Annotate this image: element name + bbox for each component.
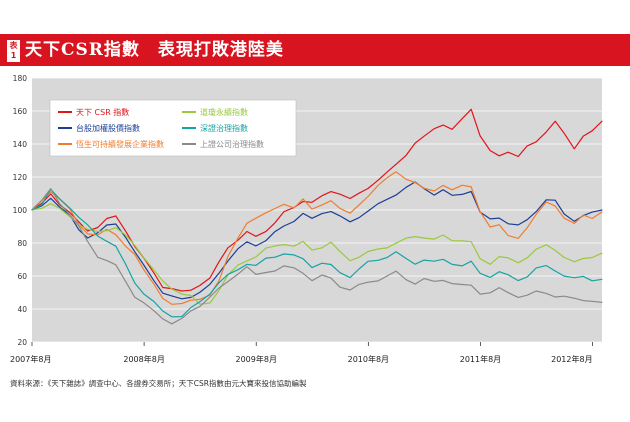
table-badge: 表 1 [7,40,20,62]
legend-label-4: 深證治理指數 [200,123,248,133]
y-tick-label: 80 [17,239,27,248]
y-tick-label: 60 [17,272,27,281]
x-axis-ticks: 2007年8月 2008年8月 2009年8月 2010年8月 2011年8月 2012年… [10,342,593,364]
series-line-1 [31,181,603,300]
page-title: 天下CSR指數 表現打敗港陸美 [25,40,284,60]
x-tick-label: 2012年8月 [551,354,592,364]
x-tick-label: 2008年8月 [123,354,164,364]
series-line-3 [31,203,603,305]
y-tick-label: 40 [17,305,27,314]
legend-label-5: 上證公司治理指數 [200,139,264,149]
series-line-5 [31,187,603,325]
y-tick-label: 20 [17,338,27,347]
badge-number: 1 [10,51,17,60]
legend-label-2: 恆生可持續發展企業指數 [76,139,164,149]
legend-box [49,99,297,157]
legend-label-1: 台股加權股價指數 [76,123,140,133]
legend-label-0: 天下 CSR 指數 [76,107,129,117]
x-tick-label: 2009年8月 [236,354,277,364]
series-line-2 [31,171,603,305]
y-tick-label: 140 [13,140,28,149]
series-lines [31,108,603,325]
badge-label: 表 [9,41,18,50]
x-tick-label: 2007年8月 [10,354,51,364]
x-tick-label: 2010年8月 [348,354,389,364]
series-line-0 [31,108,603,292]
title-banner [0,34,630,66]
y-tick-label: 120 [13,173,28,182]
legend-label-3: 道瓊永續指數 [200,107,248,117]
source-note: 資料來源：《天下雜誌》調查中心、各證券交易所；天下CSR指數由元大寶來投信協助編… [10,379,307,388]
y-tick-label: 160 [13,107,28,116]
y-tick-label: 180 [13,74,28,83]
x-tick-label: 2011年8月 [460,354,501,364]
series-line-4 [31,188,603,318]
y-axis-ticks: 20 40 60 80 100 120 140 160 180 [13,74,28,347]
y-tick-label: 100 [13,206,28,215]
